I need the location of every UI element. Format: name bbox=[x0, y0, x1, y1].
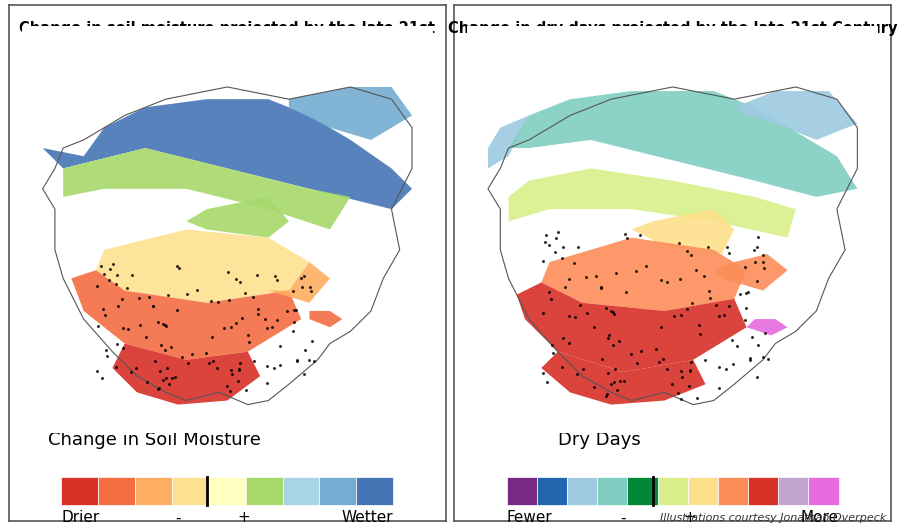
Bar bbox=[627, 477, 658, 505]
Bar bbox=[718, 477, 748, 505]
Bar bbox=[567, 477, 598, 505]
Text: Dry Days: Dry Days bbox=[558, 431, 641, 449]
Bar bbox=[356, 477, 393, 505]
Bar bbox=[507, 477, 537, 505]
Text: Change in dry days projected by the late 21st Century: Change in dry days projected by the late… bbox=[448, 21, 897, 36]
Text: More: More bbox=[801, 510, 839, 525]
Bar bbox=[135, 477, 172, 505]
Text: Change in Soil Moisture: Change in Soil Moisture bbox=[48, 431, 261, 449]
Text: Fewer: Fewer bbox=[507, 510, 553, 525]
Bar bbox=[283, 477, 320, 505]
Bar bbox=[688, 477, 718, 505]
Bar bbox=[98, 477, 135, 505]
Bar bbox=[320, 477, 356, 505]
Bar bbox=[209, 477, 246, 505]
Text: +: + bbox=[683, 510, 696, 525]
Text: +: + bbox=[238, 510, 250, 525]
Bar bbox=[537, 477, 567, 505]
Bar bbox=[748, 477, 778, 505]
Bar bbox=[808, 477, 839, 505]
Text: -: - bbox=[620, 510, 625, 525]
Bar bbox=[598, 477, 627, 505]
Text: Change in soil moisture projected by the late 21st Century: Change in soil moisture projected by the… bbox=[19, 21, 436, 53]
Text: -: - bbox=[175, 510, 180, 525]
Bar bbox=[778, 477, 808, 505]
Bar bbox=[61, 477, 98, 505]
Bar bbox=[246, 477, 283, 505]
Bar bbox=[658, 477, 688, 505]
Text: Drier: Drier bbox=[61, 510, 100, 525]
Bar bbox=[172, 477, 209, 505]
Text: Wetter: Wetter bbox=[342, 510, 393, 525]
Text: Illustrations courtesy Jonathan Overpeck: Illustrations courtesy Jonathan Overpeck bbox=[660, 513, 886, 523]
